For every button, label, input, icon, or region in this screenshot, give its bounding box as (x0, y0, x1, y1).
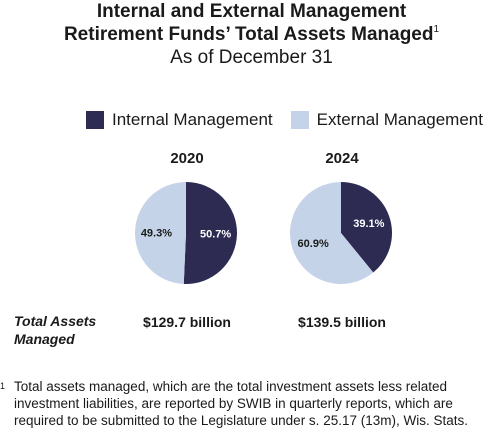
chart-title-line2: Retirement Funds’ Total Assets Managed1 (0, 24, 503, 46)
pie-2024-slice-external (290, 182, 374, 284)
total-2020: $129.7 billion (143, 314, 231, 330)
legend-item-internal: Internal Management (86, 110, 273, 130)
footnote-mark: 1 (0, 381, 6, 391)
footnote-text: Total assets managed, which are the tota… (14, 379, 468, 428)
total-assets-label: Total Assets Managed (14, 313, 97, 347)
pie-2020-slice-external (134, 182, 186, 284)
chart-title-line1: Internal and External Management (96, 1, 407, 22)
pie-2024-label-external: 60.9% (298, 238, 329, 250)
pie-2020-label-external: 49.3% (141, 227, 172, 239)
legend-label-external: External Management (316, 110, 483, 129)
legend-label-internal: Internal Management (112, 110, 273, 129)
legend-swatch-internal (86, 111, 104, 129)
pie-2024-label-internal: 39.1% (353, 218, 384, 230)
total-2024: $139.5 billion (298, 314, 386, 330)
pie-2020-slice-internal (183, 182, 237, 284)
pie-2024-slice-internal (341, 181, 393, 273)
chart-subtitle: As of December 31 (170, 47, 333, 68)
title-footnote-mark: 1 (433, 24, 440, 35)
pie-title-2020: 2020 (170, 150, 204, 167)
legend: Internal Management External Management (86, 110, 483, 130)
pie-title-2024: 2024 (325, 150, 359, 167)
pie-2020-label-internal: 50.7% (200, 229, 231, 241)
legend-item-external: External Management (290, 110, 483, 130)
legend-swatch-external (290, 111, 309, 129)
chart-title-line2-text: Retirement Funds’ Total Assets Managed (63, 24, 434, 45)
